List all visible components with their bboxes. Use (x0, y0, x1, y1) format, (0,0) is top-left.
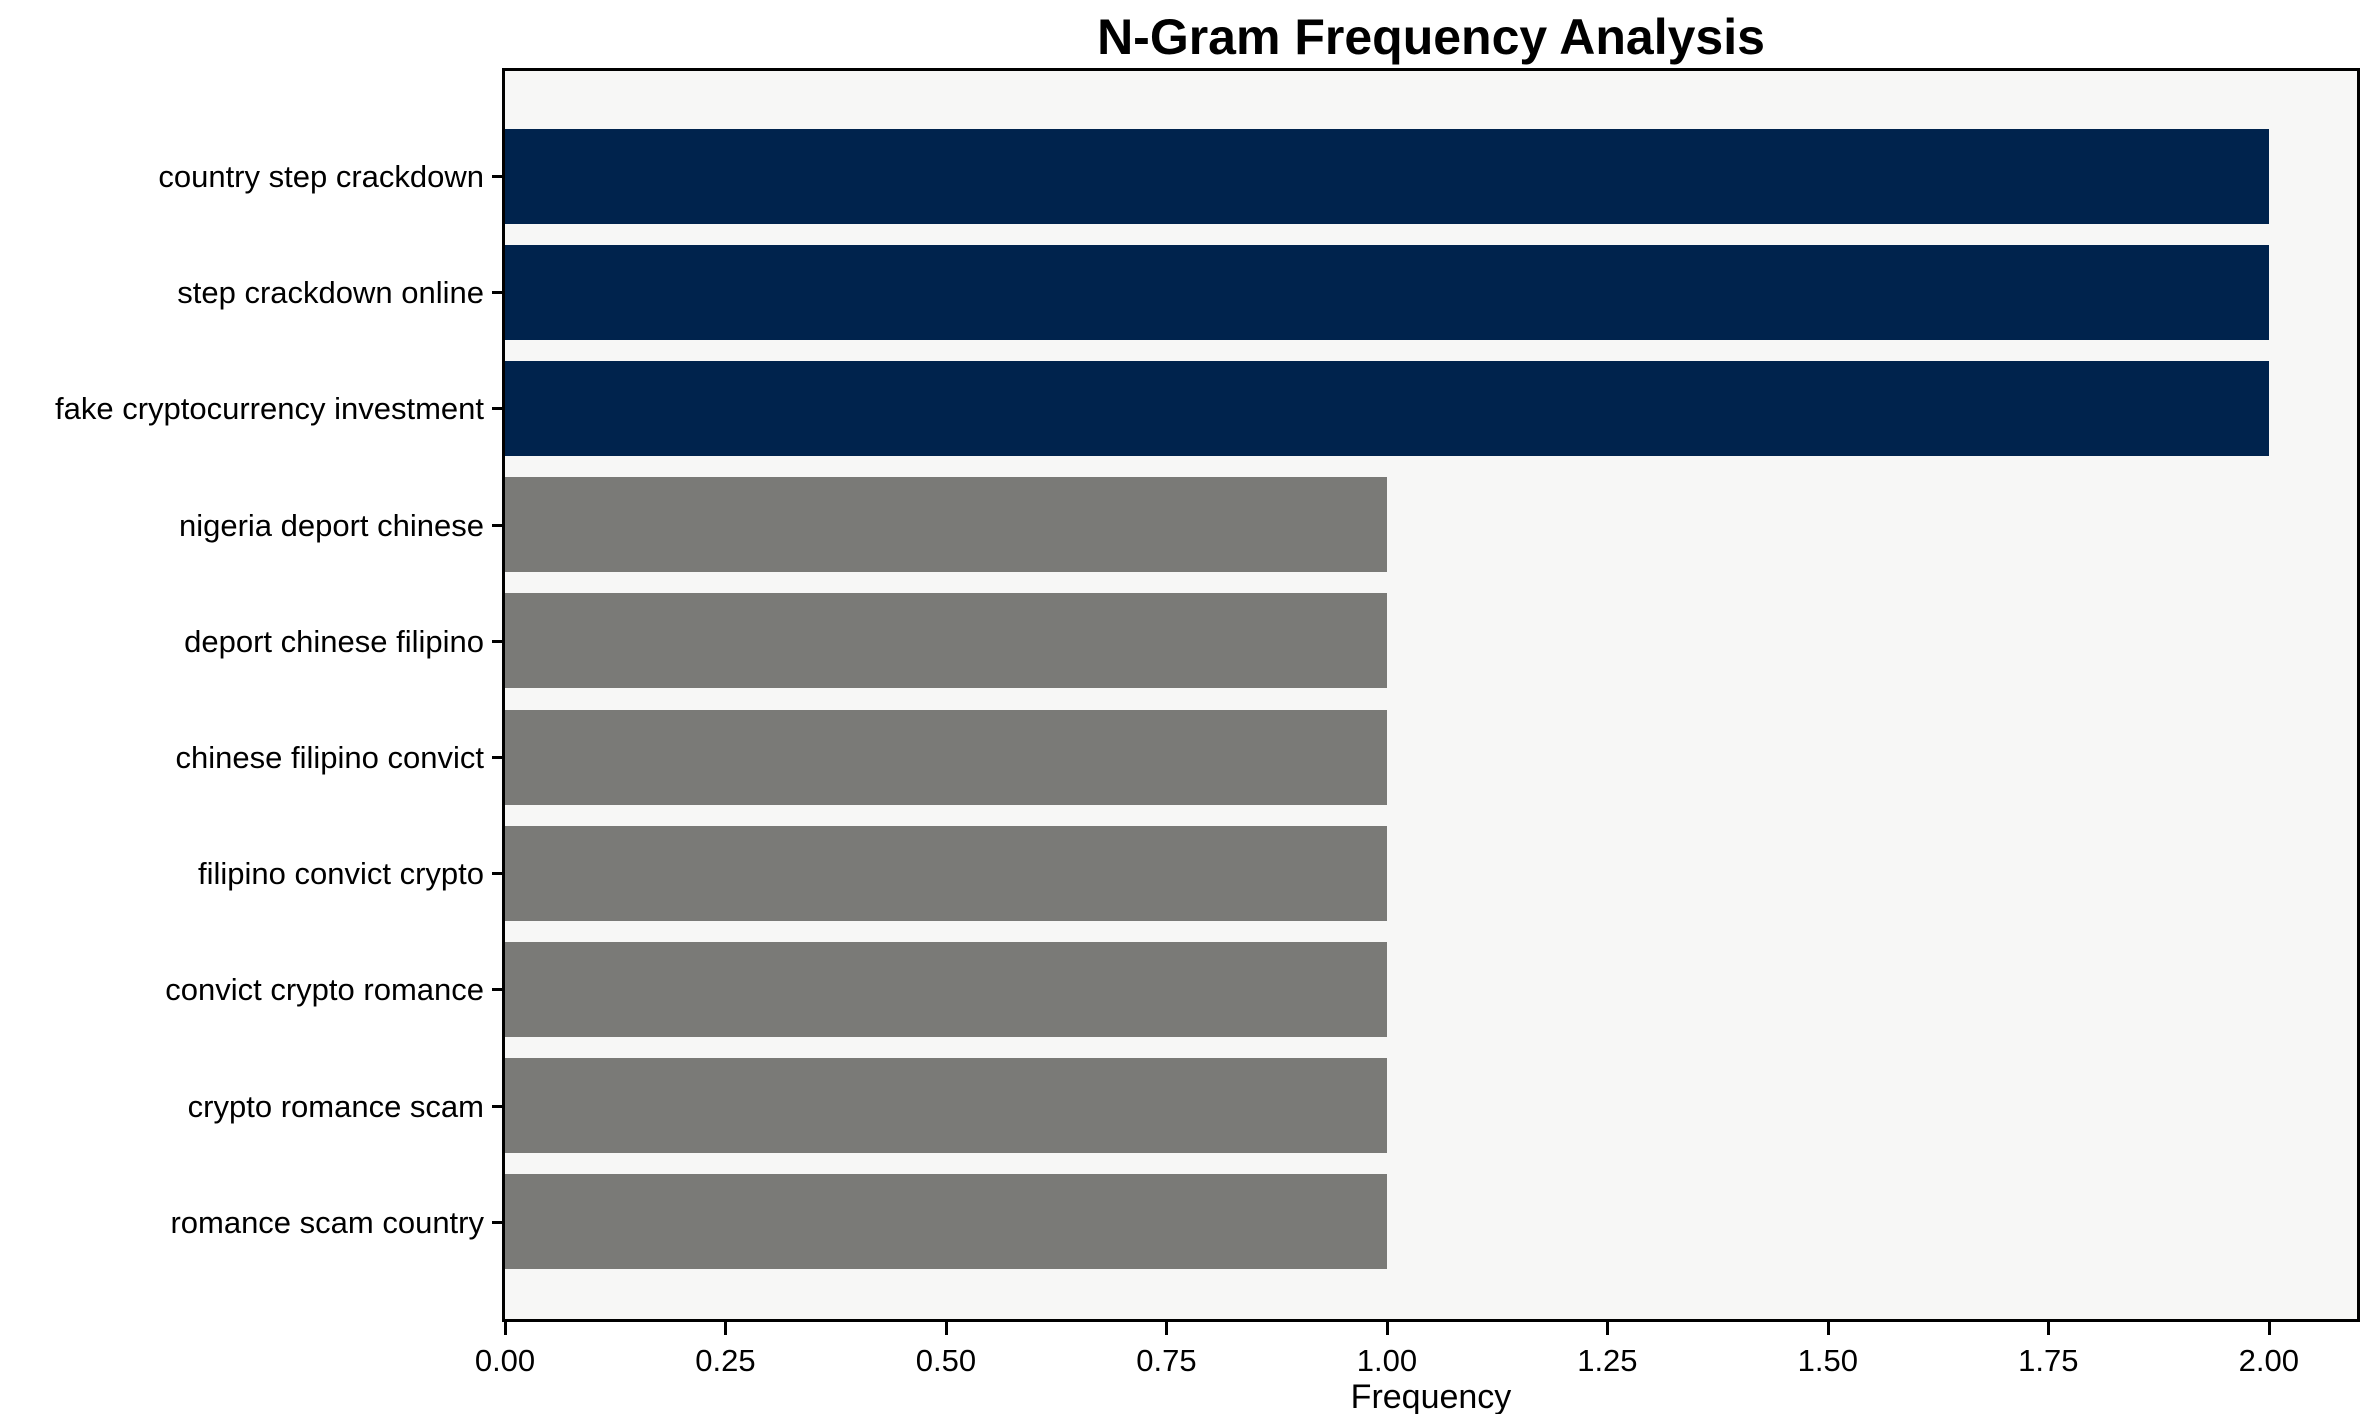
y-tick-mark (492, 175, 502, 178)
chart-title: N-Gram Frequency Analysis (1097, 9, 1765, 65)
x-tick-label: 0.00 (474, 1343, 536, 1378)
y-tick-label: romance scam country (170, 1204, 484, 1240)
bar (505, 593, 1387, 689)
y-tick-label: country step crackdown (158, 159, 484, 194)
y-tick-mark (492, 639, 502, 643)
x-tick-label: 2.00 (2238, 1343, 2299, 1378)
y-tick-label: fake cryptocurrency investment (54, 391, 484, 427)
y-tick-label: step crackdown online (177, 275, 484, 311)
bar (505, 477, 1387, 573)
x-tick-mark (944, 1322, 948, 1335)
y-tick-mark (492, 407, 502, 411)
bar (505, 1174, 1387, 1270)
y-tick-label: filipino convict crypto (197, 856, 484, 892)
bar (505, 244, 2269, 340)
x-tick-mark (2047, 1322, 2051, 1335)
y-tick-mark (492, 872, 502, 876)
y-tick-mark (492, 291, 502, 295)
bar (505, 709, 1387, 805)
y-tick-label: deport chinese filipino (184, 623, 484, 659)
x-tick-mark (1606, 1322, 1610, 1335)
y-tick-mark (492, 1220, 502, 1224)
x-tick-mark (724, 1322, 728, 1335)
y-tick-label: crypto romance scam (187, 1088, 484, 1124)
x-tick-label: 0.75 (1136, 1343, 1197, 1378)
bar (505, 360, 2269, 456)
y-tick-label: convict crypto romance (165, 972, 484, 1008)
bar (505, 1058, 1387, 1154)
x-tick-label: 0.50 (915, 1343, 977, 1378)
y-tick-mark (492, 988, 502, 992)
x-tick-label: 1.75 (2018, 1343, 2079, 1378)
bar (505, 941, 1387, 1037)
y-tick-label: nigeria deport chinese (178, 507, 484, 543)
x-tick-mark (1826, 1322, 1830, 1335)
x-axis-label: Frequency (1350, 1378, 1512, 1414)
y-tick-mark (492, 1104, 502, 1108)
bar (505, 825, 1387, 921)
y-tick-mark (492, 756, 502, 759)
x-tick-mark (1165, 1322, 1169, 1335)
y-tick-mark (492, 523, 502, 527)
x-tick-mark (504, 1322, 507, 1335)
x-tick-mark (2267, 1322, 2271, 1335)
y-tick-label: chinese filipino convict (175, 740, 484, 775)
x-tick-label: 1.25 (1577, 1343, 1638, 1378)
x-tick-label: 1.00 (1356, 1343, 1418, 1378)
x-tick-mark (1385, 1322, 1389, 1335)
bar (505, 128, 2269, 224)
x-tick-label: 1.50 (1797, 1343, 1859, 1378)
plot-area (502, 68, 2360, 1322)
x-tick-label: 0.25 (695, 1343, 756, 1378)
